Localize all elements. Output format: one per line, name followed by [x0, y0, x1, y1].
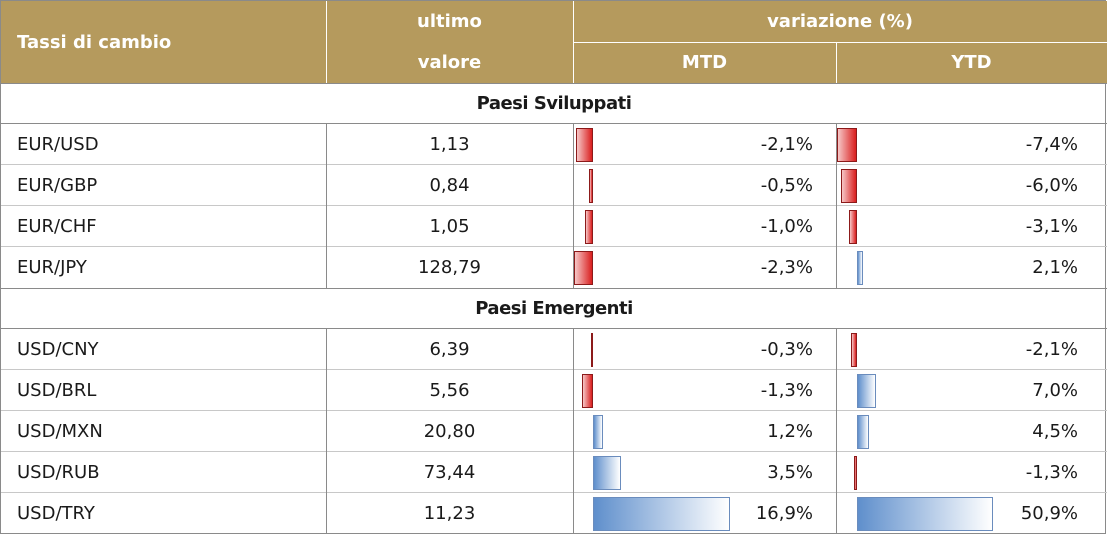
ytd-change: 2,1% [1032, 256, 1078, 278]
last-value: 1,05 [429, 215, 470, 237]
header-tassi-label: Tassi di cambio [17, 31, 172, 53]
header-ultimo-valore: ultimo valore [326, 1, 573, 83]
section-title: Paesi Emergenti [475, 297, 633, 319]
last-value: 20,80 [423, 420, 476, 442]
column-divider [836, 329, 837, 534]
row-divider [1, 123, 1107, 124]
column-divider [326, 329, 327, 534]
mtd-bar [582, 374, 593, 408]
mtd-change: -0,3% [760, 338, 813, 360]
currency-pair: USD/TRY [17, 502, 95, 524]
row-divider [1, 492, 1107, 493]
currency-pair: USD/MXN [17, 420, 103, 442]
column-divider [573, 124, 574, 288]
row-divider [1, 205, 1107, 206]
row-divider [1, 451, 1107, 452]
row-divider [1, 164, 1107, 165]
mtd-change: -1,3% [760, 379, 813, 401]
mtd-change: 16,9% [755, 502, 813, 524]
ytd-change: -6,0% [1025, 174, 1078, 196]
ytd-change: 50,9% [1020, 502, 1078, 524]
column-divider [573, 329, 574, 534]
header-valore-label: valore [417, 52, 482, 73]
header-ultimo-label: ultimo [417, 11, 482, 32]
ytd-change: -1,3% [1025, 461, 1078, 483]
currency-pair: USD/BRL [17, 379, 97, 401]
header-mtd: MTD [573, 42, 836, 83]
column-divider [326, 124, 327, 288]
header-variazione-label: variazione (%) [767, 11, 913, 32]
row-divider [1, 288, 1107, 289]
header-divider [836, 42, 837, 83]
header-tassi: Tassi di cambio [1, 1, 326, 83]
currency-pair: USD/RUB [17, 461, 100, 483]
section-title: Paesi Sviluppati [476, 92, 632, 114]
header-mtd-label: MTD [681, 52, 728, 73]
ytd-change: -7,4% [1025, 133, 1078, 155]
mtd-change: -2,1% [760, 133, 813, 155]
mtd-change: -2,3% [760, 256, 813, 278]
mtd-bar [590, 333, 593, 367]
mtd-bar [593, 415, 603, 449]
currency-pair: USD/CNY [17, 338, 99, 360]
header-ytd-label: YTD [951, 52, 992, 73]
ytd-bar [853, 456, 857, 490]
row-divider [1, 369, 1107, 370]
row-divider [1, 246, 1107, 247]
last-value: 73,44 [423, 461, 476, 483]
ytd-bar [857, 251, 863, 285]
last-value: 0,84 [429, 174, 470, 196]
mtd-bar [574, 251, 593, 285]
row-divider [1, 83, 1107, 84]
currency-pair: EUR/JPY [17, 256, 87, 278]
mtd-change: 1,2% [767, 420, 813, 442]
row-divider [1, 410, 1107, 411]
ytd-bar [851, 333, 857, 367]
ytd-bar [837, 128, 857, 162]
header-divider [326, 1, 327, 83]
ytd-change: 7,0% [1032, 379, 1078, 401]
mtd-change: -0,5% [760, 174, 813, 196]
ytd-bar [848, 210, 857, 244]
ytd-change: 4,5% [1032, 420, 1078, 442]
ytd-bar [857, 415, 870, 449]
last-value: 5,56 [429, 379, 470, 401]
currency-pair: EUR/CHF [17, 215, 97, 237]
mtd-bar [588, 169, 593, 203]
mtd-bar [593, 497, 730, 531]
ytd-change: -3,1% [1025, 215, 1078, 237]
row-divider [1, 328, 1107, 329]
ytd-bar [840, 169, 857, 203]
mtd-change: 3,5% [767, 461, 813, 483]
mtd-bar [593, 456, 622, 490]
last-value: 6,39 [429, 338, 470, 360]
mtd-change: -1,0% [760, 215, 813, 237]
last-value: 128,79 [418, 256, 481, 278]
last-value: 11,23 [423, 502, 476, 524]
ytd-change: -2,1% [1025, 338, 1078, 360]
header-variazione: variazione (%) [573, 1, 1107, 42]
mtd-bar [575, 128, 593, 162]
currency-pair: EUR/USD [17, 133, 99, 155]
mtd-bar [584, 210, 593, 244]
currency-pair: EUR/GBP [17, 174, 98, 196]
ytd-bar [857, 497, 994, 531]
header-ytd: YTD [836, 42, 1107, 83]
header-divider [573, 42, 1107, 43]
ytd-bar [857, 374, 876, 408]
column-divider [836, 124, 837, 288]
last-value: 1,13 [429, 133, 470, 155]
